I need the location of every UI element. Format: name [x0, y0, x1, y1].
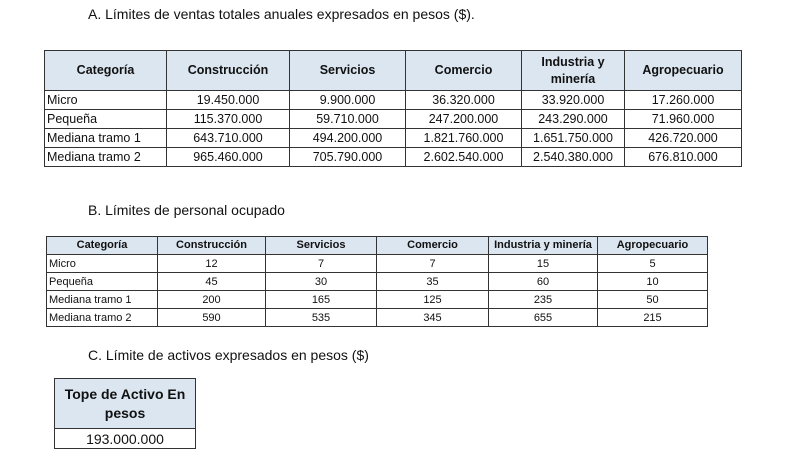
table-cell: 247.200.000 — [405, 109, 522, 129]
table-cell: 345 — [376, 308, 489, 327]
table-cell: Mediana tramo 2 — [46, 308, 158, 327]
table-cell: 215 — [597, 308, 708, 327]
table-cell: 35 — [376, 272, 489, 291]
table-cell: 965.460.000 — [166, 147, 290, 167]
table-cell: 2.540.380.000 — [521, 147, 625, 167]
table-cell: Micro — [46, 254, 158, 273]
table-cell: 30 — [265, 272, 377, 291]
table-cell: 426.720.000 — [624, 128, 742, 148]
table-cell: 2.602.540.000 — [405, 147, 522, 167]
table-cell: 9.900.000 — [289, 90, 406, 110]
table-cell: 165 — [265, 290, 377, 309]
table-cell: 590 — [157, 308, 266, 327]
table-cell: 705.790.000 — [289, 147, 406, 167]
header-cell: Construcción — [157, 236, 266, 255]
table-row: Pequeña 115.370.000 59.710.000 247.200.000 2… — [44, 109, 742, 129]
header-cell: Categoría — [46, 236, 158, 255]
header-row: Categoría Construcción Servicios Comercio In… — [46, 236, 708, 255]
table-cell: 36.320.000 — [405, 90, 522, 110]
table-row: Micro 19.450.000 9.900.000 36.320.000 33.920… — [44, 90, 742, 110]
header-cell: Comercio — [405, 50, 522, 91]
header-cell: Servicios — [289, 50, 406, 91]
table-cell: 243.290.000 — [521, 109, 625, 129]
table-cell: 494.200.000 — [289, 128, 406, 148]
section-title: C. Límite de activos expresados en pesos… — [88, 347, 369, 363]
table-cell: Pequeña — [44, 109, 167, 129]
table-cell: 200 — [157, 290, 266, 309]
table-row: Micro 12 7 7 15 5 — [46, 254, 708, 273]
table-row: 193.000.000 — [54, 428, 196, 449]
table-cell: Micro — [44, 90, 167, 110]
assets-table: Tope de Activo En pesos 193.000.000 — [54, 378, 196, 449]
table-cell: 125 — [376, 290, 489, 309]
table-cell: 50 — [597, 290, 708, 309]
header-cell: Servicios — [265, 236, 377, 255]
table-cell: Mediana tramo 1 — [46, 290, 158, 309]
table-cell: 7 — [265, 254, 377, 273]
header-cell: Categoría — [44, 50, 167, 91]
table-cell: 17.260.000 — [624, 90, 742, 110]
table-cell: 235 — [488, 290, 598, 309]
table-cell: Mediana tramo 1 — [44, 128, 167, 148]
table-cell: 676.810.000 — [624, 147, 742, 167]
table-cell: 10 — [597, 272, 708, 291]
table-cell: Pequeña — [46, 272, 158, 291]
table-row: Mediana tramo 1 643.710.000 494.200.000 1.8… — [44, 128, 742, 148]
table-row: Mediana tramo 2 965.460.000 705.790.000 2.6… — [44, 147, 742, 167]
table-cell: 12 — [157, 254, 266, 273]
header-cell: Comercio — [376, 236, 489, 255]
table-cell: 5 — [597, 254, 708, 273]
table-cell: 535 — [265, 308, 377, 327]
table-cell: Mediana tramo 2 — [44, 147, 167, 167]
table-cell: 33.920.000 — [521, 90, 625, 110]
table-cell: 1.651.750.000 — [521, 128, 625, 148]
header-row: Categoría Construcción Servicios Comercio In… — [44, 50, 742, 91]
table-cell: 59.710.000 — [289, 109, 406, 129]
table-cell: 15 — [488, 254, 598, 273]
header-row: Tope de Activo En pesos — [54, 378, 196, 429]
header-cell: Agropecuario — [624, 50, 742, 91]
header-cell: Industria y minería — [521, 50, 625, 91]
header-cell: Construcción — [166, 50, 290, 91]
table-cell: 193.000.000 — [54, 428, 196, 449]
table-cell: 643.710.000 — [166, 128, 290, 148]
header-cell: Tope de Activo En pesos — [54, 378, 196, 429]
table-cell: 71.960.000 — [624, 109, 742, 129]
table-cell: 115.370.000 — [166, 109, 290, 129]
section-title: A. Límites de ventas totales anuales exp… — [88, 6, 475, 22]
table-row: Pequeña 45 30 35 60 10 — [46, 272, 708, 291]
table-cell: 1.821.760.000 — [405, 128, 522, 148]
section-title: B. Límites de personal ocupado — [88, 202, 285, 218]
table-row: Mediana tramo 1 200 165 125 235 50 — [46, 290, 708, 309]
table-cell: 45 — [157, 272, 266, 291]
header-cell: Agropecuario — [597, 236, 708, 255]
table-cell: 60 — [488, 272, 598, 291]
header-cell: Industria y minería — [488, 236, 598, 255]
table-cell: 655 — [488, 308, 598, 327]
staff-table: Categoría Construcción Servicios Comercio In… — [46, 236, 708, 327]
table-cell: 7 — [376, 254, 489, 273]
sales-table: Categoría Construcción Servicios Comercio In… — [44, 50, 742, 167]
table-row: Mediana tramo 2 590 535 345 655 215 — [46, 308, 708, 327]
table-cell: 19.450.000 — [166, 90, 290, 110]
